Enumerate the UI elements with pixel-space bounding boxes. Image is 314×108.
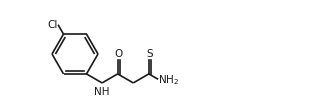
Text: NH: NH (94, 87, 110, 97)
Text: S: S (147, 49, 153, 59)
Text: Cl: Cl (47, 20, 57, 30)
Text: NH$_2$: NH$_2$ (159, 73, 180, 87)
Text: O: O (115, 49, 123, 59)
